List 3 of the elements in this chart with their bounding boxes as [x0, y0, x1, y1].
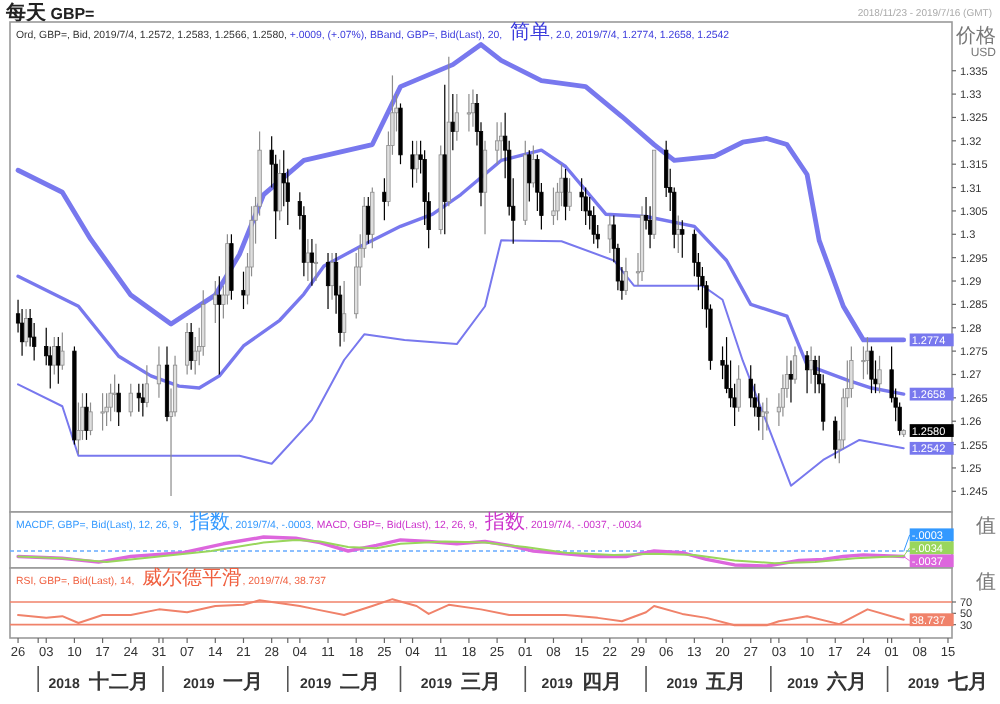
y-axis-title: 值: [976, 572, 996, 594]
chart-title: 每天 GBP=: [4, 1, 96, 25]
y-axis-title: 值: [976, 516, 996, 538]
